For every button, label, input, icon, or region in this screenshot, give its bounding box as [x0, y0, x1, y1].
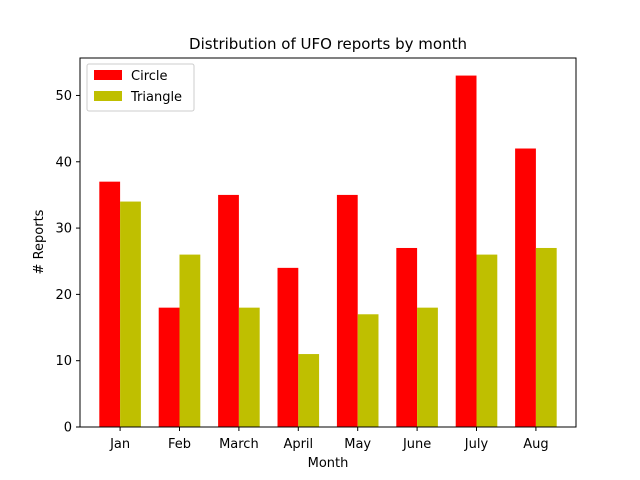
- bar-triangle-april: [298, 354, 320, 427]
- y-axis-ticks: 0 10 20 30 40 50: [55, 89, 80, 436]
- bar-circle-june: [396, 247, 418, 427]
- bar-triangle-july: [476, 254, 498, 427]
- bar-triangle-jan: [120, 201, 141, 427]
- chart-title: Distribution of UFO reports by month: [189, 35, 467, 53]
- legend-swatch-triangle: [94, 91, 122, 101]
- legend-swatch-circle: [94, 70, 122, 80]
- y-tick-label: 0: [64, 421, 72, 436]
- x-tick-label: June: [402, 437, 431, 452]
- bar-circle-aug: [515, 148, 536, 427]
- bar-circle-july: [455, 75, 477, 427]
- x-tick-label: July: [464, 437, 489, 452]
- bar-circle-feb: [158, 307, 180, 427]
- x-tick-label: May: [344, 437, 371, 452]
- legend-label-circle: Circle: [131, 69, 168, 84]
- bar-triangle-feb: [179, 254, 201, 427]
- x-tick-label: Aug: [523, 437, 548, 452]
- plot-frame: [79, 57, 577, 428]
- x-tick-label: March: [219, 437, 259, 452]
- bar-circle-march: [218, 194, 239, 427]
- bar-triangle-aug: [535, 247, 557, 427]
- bar-circle-may: [336, 194, 358, 427]
- x-tick-label: April: [283, 437, 313, 452]
- x-tick-label: Feb: [168, 437, 191, 452]
- y-tick-label: 20: [55, 288, 72, 303]
- y-tick-label: 10: [55, 354, 72, 369]
- bars-group: [99, 75, 557, 427]
- x-axis-label: Month: [308, 456, 349, 471]
- bar-triangle-june: [417, 307, 438, 427]
- y-tick-label: 50: [55, 89, 72, 104]
- y-tick-label: 40: [55, 155, 72, 170]
- legend: Circle Triangle: [86, 63, 195, 112]
- y-tick-label: 30: [55, 222, 72, 237]
- x-axis-ticks: Jan Feb March April May June July Aug: [109, 427, 549, 452]
- bar-triangle-march: [238, 307, 260, 427]
- y-axis-label: # Reports: [32, 209, 47, 274]
- bar-circle-jan: [99, 181, 121, 427]
- bar-triangle-may: [357, 314, 379, 427]
- legend-label-triangle: Triangle: [130, 90, 182, 105]
- x-tick-label: Jan: [109, 437, 130, 452]
- bar-circle-april: [277, 267, 299, 427]
